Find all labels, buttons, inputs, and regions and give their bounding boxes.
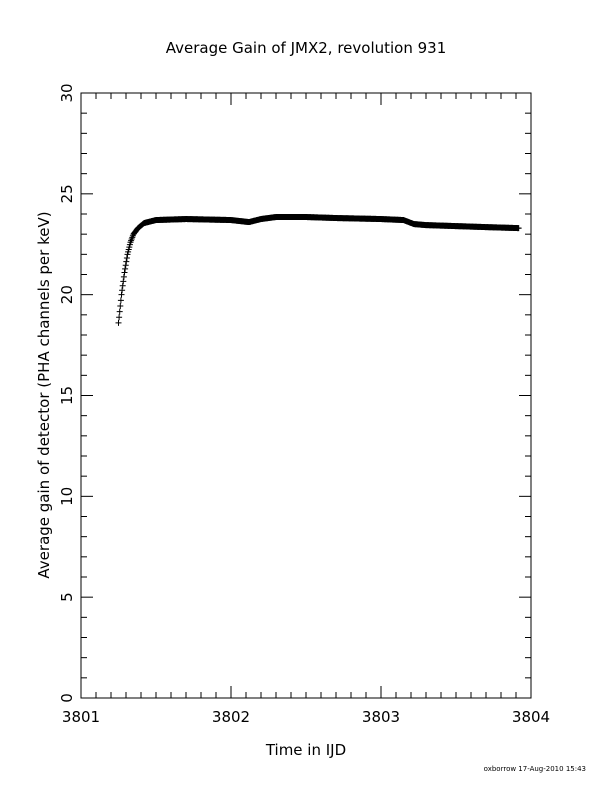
y-tick-label: 30 <box>58 83 76 102</box>
data-point <box>121 269 128 276</box>
y-tick-label: 25 <box>58 184 76 203</box>
data-point <box>122 265 129 272</box>
y-tick-label: 5 <box>58 592 76 602</box>
data-point <box>117 302 124 309</box>
y-tick-label: 0 <box>58 693 76 703</box>
tick-labels: 3801 3802 3803 3804 0 5 10 15 20 25 30 <box>58 83 550 726</box>
data-point <box>122 262 129 269</box>
data-point <box>119 287 126 294</box>
x-axis-label: Time in IJD <box>265 741 346 759</box>
data-point <box>123 258 130 265</box>
x-tick-label: 3803 <box>362 708 400 726</box>
x-tick-label: 3801 <box>62 708 100 726</box>
data-point <box>120 278 127 285</box>
data-point <box>123 254 130 261</box>
x-tick-label: 3802 <box>212 708 250 726</box>
data-point <box>117 297 124 304</box>
data-point <box>120 273 127 280</box>
data-point <box>115 319 122 326</box>
data-point <box>118 291 125 298</box>
chart-title: Average Gain of JMX2, revolution 931 <box>166 39 447 57</box>
y-tick-label: 20 <box>58 285 76 304</box>
y-tick-label: 15 <box>58 386 76 405</box>
x-tick-label: 3804 <box>512 708 550 726</box>
data-points <box>115 214 522 326</box>
y-tick-label: 10 <box>58 487 76 506</box>
footer-stamp: oxborrow 17-Aug-2010 15:43 <box>484 765 586 773</box>
axis-ticks <box>80 92 532 699</box>
data-point <box>116 314 123 321</box>
data-point <box>515 225 522 232</box>
y-axis-label: Average gain of detector (PHA channels p… <box>35 211 53 578</box>
data-point <box>116 308 123 315</box>
data-point <box>119 282 126 289</box>
